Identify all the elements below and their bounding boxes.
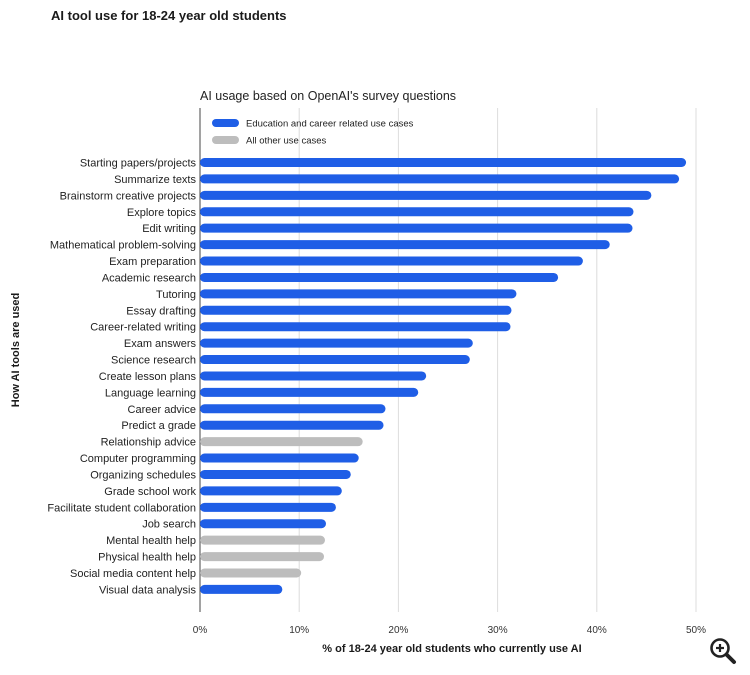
bar bbox=[200, 174, 680, 184]
category-label: Explore topics bbox=[127, 207, 197, 219]
bar bbox=[200, 338, 473, 348]
category-label: Starting papers/projects bbox=[80, 158, 197, 170]
category-label: Computer programming bbox=[80, 453, 196, 465]
category-label: Mental health help bbox=[106, 535, 196, 547]
category-label: Visual data analysis bbox=[99, 584, 197, 596]
x-tick-label: 40% bbox=[587, 625, 607, 636]
legend-label-education: Education and career related use cases bbox=[246, 119, 414, 130]
bar bbox=[200, 371, 427, 381]
bar bbox=[200, 502, 336, 512]
bar bbox=[200, 552, 324, 562]
category-labels: Starting papers/projects Summarize texts B… bbox=[47, 158, 196, 597]
bar bbox=[200, 272, 559, 282]
x-tick-label: 30% bbox=[488, 625, 508, 636]
category-label: Tutoring bbox=[156, 289, 196, 301]
bar bbox=[200, 535, 325, 545]
bar bbox=[200, 486, 342, 496]
bar bbox=[200, 519, 326, 529]
page-title: AI tool use for 18-24 year old students bbox=[51, 8, 287, 23]
bar bbox=[200, 289, 517, 299]
category-label: Grade school work bbox=[104, 486, 196, 498]
x-tick-label: 20% bbox=[388, 625, 408, 636]
category-label: Edit writing bbox=[142, 223, 196, 235]
category-label: Academic research bbox=[102, 272, 196, 284]
category-label: Career-related writing bbox=[90, 322, 196, 334]
bar bbox=[200, 568, 302, 578]
zoom-button[interactable] bbox=[706, 634, 740, 668]
bar bbox=[200, 158, 687, 167]
bars bbox=[200, 158, 687, 594]
legend-label-other: All other use cases bbox=[246, 136, 327, 147]
bar bbox=[200, 223, 633, 233]
bar bbox=[200, 355, 470, 365]
category-label: Language learning bbox=[105, 387, 196, 399]
category-label: Exam preparation bbox=[109, 256, 196, 268]
bar bbox=[200, 420, 384, 430]
bar bbox=[200, 207, 634, 217]
bar bbox=[200, 322, 511, 332]
bar bbox=[200, 404, 386, 414]
category-label: Essay drafting bbox=[126, 305, 196, 317]
bar bbox=[200, 305, 512, 315]
chart-subtitle: AI usage based on OpenAI's survey questi… bbox=[200, 89, 456, 103]
bar bbox=[200, 240, 610, 250]
x-tick-label: 0% bbox=[193, 625, 208, 636]
y-axis-label: How AI tools are used bbox=[10, 293, 22, 408]
category-label: Career advice bbox=[128, 404, 196, 416]
bar bbox=[200, 453, 359, 463]
x-tick-label: 10% bbox=[289, 625, 309, 636]
category-label: Summarize texts bbox=[114, 174, 196, 186]
bar bbox=[200, 387, 419, 397]
bar bbox=[200, 256, 583, 266]
category-label: Physical health help bbox=[98, 552, 196, 564]
x-axis-label: % of 18-24 year old students who current… bbox=[322, 643, 581, 655]
category-label: Organizing schedules bbox=[90, 469, 196, 481]
category-label: Create lesson plans bbox=[99, 371, 197, 383]
category-label: Social media content help bbox=[70, 568, 196, 580]
zoom-in-magnifier-icon bbox=[710, 638, 736, 664]
bar bbox=[200, 190, 652, 200]
legend-swatch-other bbox=[212, 136, 239, 144]
legend-swatch-education bbox=[212, 119, 239, 127]
x-tick-labels: 0% 10% 20% 30% 40% 50% bbox=[193, 625, 706, 636]
bar bbox=[200, 469, 351, 479]
category-label: Relationship advice bbox=[101, 437, 196, 449]
category-label: Predict a grade bbox=[121, 420, 196, 432]
category-label: Job search bbox=[142, 519, 196, 531]
category-label: Mathematical problem-solving bbox=[50, 240, 196, 252]
category-label: Exam answers bbox=[124, 338, 197, 350]
bar bbox=[200, 584, 283, 594]
category-label: Brainstorm creative projects bbox=[60, 190, 197, 202]
category-label: Science research bbox=[111, 355, 196, 367]
bar bbox=[200, 437, 363, 447]
legend: Education and career related use cases Al… bbox=[212, 119, 414, 147]
category-label: Facilitate student collaboration bbox=[47, 502, 196, 514]
x-tick-label: 50% bbox=[686, 625, 706, 636]
